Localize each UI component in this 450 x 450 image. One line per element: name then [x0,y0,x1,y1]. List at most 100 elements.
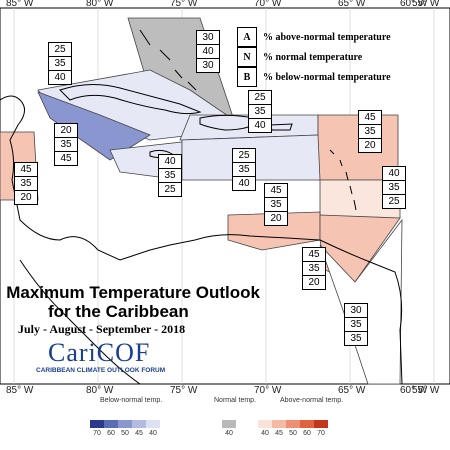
scale-normal-value: 40 [225,430,233,437]
scale-above-2-value: 50 [289,430,297,437]
forecast-normal-value: 35 [159,169,181,183]
forecast-box-cuba-west: 25 35 40 [48,42,72,85]
forecast-above-value: 45 [303,248,325,262]
forecast-normal-value: 40 [197,45,219,59]
map-title-line1: Maximum Temperature Outlook [6,283,260,302]
forecast-box-windwards: 40 35 25 [382,166,406,209]
scale-above-0-swatch [258,420,272,428]
scale-normal-swatch [222,420,236,428]
scale-normal-label: Normal temp. [214,397,257,404]
longitude-top-label-2: 75° W [170,0,198,9]
forecast-normal-value: 35 [233,163,255,177]
coastlines [0,29,403,385]
period-text: July - August - September - 2018 [18,322,186,336]
forecast-below-value: 30 [202,60,214,71]
forecast-normal-value: 35 [249,105,271,119]
forecast-box-abc-islands: 45 35 20 [264,183,288,226]
forecast-normal-value: 35 [345,318,367,332]
forecast-normal-value: 35 [49,57,71,71]
map-title-line2: for the Caribbean [48,302,189,321]
forecast-normal-value: 35 [359,125,381,139]
scale-above-0-value: 40 [261,430,269,437]
forecast-below-value: 40 [254,120,266,131]
scale-above-3-swatch [300,420,314,428]
scale-below-2-swatch [118,420,132,428]
forecast-box-trinidad: 45 35 20 [302,247,326,290]
forecast-normal-value: 35 [303,262,325,276]
scale-above-1-value: 45 [275,430,283,437]
forecast-box-leewards: 45 35 20 [358,110,382,153]
forecast-above-value: 25 [49,43,71,57]
legend-text-normal: % normal temperature [263,51,363,63]
region-abc-islands [227,211,321,251]
legend-normal: N % normal temperature [237,47,362,67]
scale-below-4-value: 40 [149,430,157,437]
longitude-top-label-4: 65° W [338,0,366,9]
forecast-box-hispaniola-south: 25 35 40 [232,148,256,191]
forecast-above-value: 25 [249,91,271,105]
scale-above-4-swatch [314,420,328,428]
forecast-below-value: 40 [238,178,250,189]
forecast-above-value: 40 [383,167,405,181]
longitude-bottom-label-4: 65° W [338,385,366,396]
forecast-above-value: 20 [55,124,77,138]
longitude-bottom-label-1: 80° W [86,385,114,396]
forecast-normal-value: 35 [383,181,405,195]
forecast-box-guianas: 30 35 35 [344,303,368,346]
legend-key-b: B [237,67,257,87]
forecast-above-value: 30 [197,31,219,45]
forecast-normal-value: 35 [265,198,287,212]
scale-below-0-swatch [90,420,104,428]
scale-below-0-value: 70 [93,430,101,437]
forecast-box-belize: 45 35 20 [14,162,38,205]
longitude-top-label-6: 55° W [412,0,440,9]
scale-below-3-swatch [132,420,146,428]
scale-above-2-swatch [286,420,300,428]
forecast-below-value: 25 [388,196,400,207]
scale-below-1-value: 60 [107,430,115,437]
legend-key-n: N [237,47,257,67]
legend-below: B % below-normal temperature [237,67,391,87]
forecast-below-value: 20 [308,277,320,288]
longitude-top-label-3: 70° W [254,0,282,9]
longitude-bottom-label-3: 70° W [254,385,282,396]
forecast-normal-value: 35 [15,177,37,191]
scale-below-1-swatch [104,420,118,428]
forecast-box-hispaniola-north: 25 35 40 [248,90,272,133]
scale-above-3-value: 60 [303,430,311,437]
forecast-above-value: 40 [159,155,181,169]
longitude-bottom-label-2: 75° W [170,385,198,396]
scale-above-1-swatch [272,420,286,428]
longitude-bottom-label-5: 60° W [400,385,428,396]
longitude-top-label-0: 85° W [6,0,34,9]
legend-above: A % above-normal temperature [237,27,391,47]
legend-text-above: % above-normal temperature [263,31,391,43]
forecast-below-value: 20 [270,213,282,224]
forecast-above-value: 25 [233,149,255,163]
scale-below-2-value: 50 [121,430,129,437]
forecast-below-value: 40 [54,72,66,83]
forecast-normal-value: 35 [55,138,77,152]
forecast-above-value: 45 [265,184,287,198]
legend-key-a: A [237,27,257,47]
caricof-logo-subtitle: CARIBBEAN CLIMATE OUTLOOK FORUM [36,367,166,374]
forecast-below-value: 20 [20,192,32,203]
longitude-top-label-1: 80° W [86,0,114,9]
forecast-box-cayman: 20 35 45 [54,123,78,166]
scale-above-label: Above-normal temp. [280,397,344,404]
forecast-below-value: 45 [60,153,72,164]
scale-below-label: Below-normal temp. [100,397,163,404]
scale-below-3-value: 45 [135,430,143,437]
longitude-bottom-label-0: 85° W [6,385,34,396]
longitude-bottom-label-6: 55° W [412,385,440,396]
forecast-box-bahamas: 30 40 30 [196,30,220,73]
forecast-below-value: 35 [350,333,362,344]
legend-text-below: % below-normal temperature [263,71,391,83]
forecast-above-value: 45 [15,163,37,177]
forecast-above-value: 45 [359,111,381,125]
scale-above-4-value: 70 [317,430,325,437]
forecast-below-value: 20 [364,140,376,151]
forecast-box-jamaica: 40 35 25 [158,154,182,197]
forecast-below-value: 25 [164,184,176,195]
